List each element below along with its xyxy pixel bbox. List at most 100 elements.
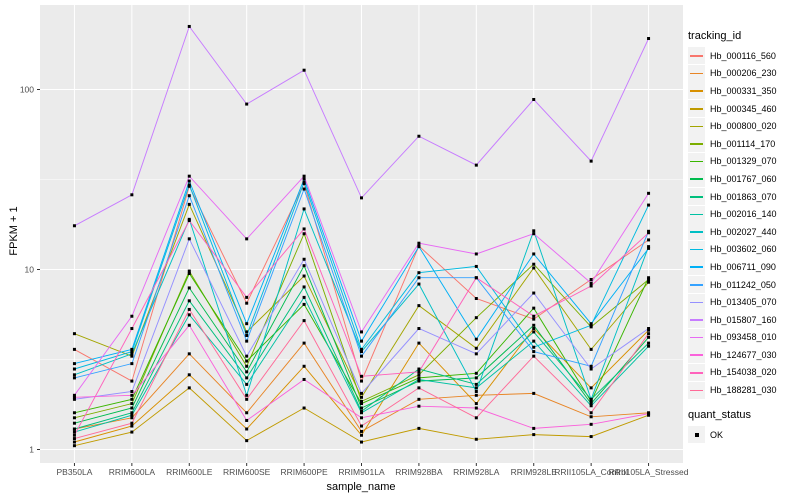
data-point: [532, 327, 536, 331]
data-point: [360, 395, 363, 399]
legend-key: [688, 205, 705, 223]
data-point: [245, 397, 249, 401]
data-point: [245, 330, 249, 334]
data-point: [130, 416, 134, 420]
legend-item: Hb_001114_170: [688, 135, 798, 153]
data-point: [532, 229, 536, 233]
data-point: [245, 237, 249, 241]
data-point: [417, 373, 421, 377]
data-point: [647, 37, 651, 41]
legend-item: Hb_001767_060: [688, 170, 798, 188]
data-point: [130, 352, 134, 356]
data-point: [187, 179, 191, 183]
data-point: [417, 386, 421, 390]
data-point: [72, 332, 76, 336]
data-point: [532, 345, 536, 349]
data-point: [589, 404, 593, 408]
data-point: [589, 364, 593, 368]
data-point: [130, 362, 134, 366]
legend-key: [688, 346, 705, 364]
legend-item-label: Hb_000800_020: [710, 121, 777, 132]
legend-key: [688, 64, 705, 82]
legend-item-label: Hb_093458_010: [710, 332, 777, 343]
data-point: [647, 203, 651, 207]
data-point: [187, 299, 191, 303]
data-point: [130, 314, 134, 318]
data-point: [589, 323, 593, 327]
data-point: [187, 194, 191, 198]
data-point: [360, 347, 363, 351]
legend-item-label: OK: [710, 429, 724, 440]
data-point: [589, 411, 593, 415]
data-point: [72, 395, 76, 399]
data-point: [245, 411, 249, 415]
legend-swatch-line: [690, 178, 703, 181]
data-point: [417, 426, 421, 430]
legend-item: Hb_002016_140: [688, 205, 798, 223]
legend-swatch-line: [690, 196, 703, 198]
legend-item: Hb_006711_090: [688, 258, 798, 276]
data-point: [130, 406, 134, 410]
legend: tracking_id Hb_000116_560 Hb_000206_230 Hb…: [688, 30, 798, 444]
legend-item: Hb_002027_440: [688, 223, 798, 241]
x-tick-label: RRIM928LA: [453, 467, 500, 477]
legend-key: [688, 328, 705, 346]
legend-item-label: Hb_000206_230: [710, 68, 777, 79]
data-point: [474, 346, 478, 350]
data-point: [360, 196, 363, 200]
legend-item: Hb_188281_030: [688, 381, 798, 399]
legend-item: Hb_000800_020: [688, 117, 798, 135]
data-point: [245, 393, 249, 397]
data-point: [360, 440, 363, 444]
data-point: [302, 264, 306, 268]
data-point: [187, 313, 191, 317]
data-point: [302, 257, 306, 261]
data-point: [474, 264, 478, 268]
x-tick-label: RRIM928BA: [395, 467, 443, 477]
legend-key: [688, 363, 705, 381]
data-point: [302, 232, 306, 236]
legend-swatch-line: [690, 301, 703, 304]
data-point: [589, 284, 593, 288]
data-point: [417, 327, 421, 331]
legend-item-label: Hb_013405_070: [710, 297, 777, 308]
y-tick-label: 1: [29, 445, 34, 455]
legend-swatch-line: [690, 231, 703, 233]
data-point: [302, 302, 306, 306]
data-point: [302, 174, 306, 178]
data-point: [187, 237, 191, 241]
data-point: [474, 276, 478, 280]
data-point: [245, 439, 249, 443]
legend-item-label: Hb_001767_060: [710, 173, 777, 184]
legend-item-label: Hb_001863_070: [710, 191, 777, 202]
data-point: [245, 376, 249, 380]
data-point: [532, 232, 536, 236]
data-point: [417, 404, 421, 408]
data-point: [130, 430, 134, 434]
legend-swatch-line: [690, 55, 703, 57]
data-point: [474, 416, 478, 420]
legend-swatch-line: [690, 336, 703, 339]
data-point: [245, 102, 249, 106]
legend-item-label: Hb_000116_560: [710, 50, 776, 61]
data-point: [589, 435, 593, 439]
data-point: [589, 367, 593, 371]
legend-swatch-line: [690, 248, 703, 251]
legend-swatch-line: [690, 125, 703, 128]
data-point: [474, 390, 478, 394]
legend-key: [688, 135, 705, 153]
data-point: [130, 347, 134, 351]
data-point: [245, 359, 249, 363]
data-point: [72, 376, 76, 380]
legend-swatch-line: [690, 90, 703, 93]
data-point: [647, 412, 651, 416]
legend-item-label: Hb_003602_060: [710, 244, 777, 255]
data-point: [417, 134, 421, 138]
data-point: [360, 429, 363, 433]
legend-item: Hb_003602_060: [688, 240, 798, 259]
legend-item-label: Hb_002027_440: [710, 226, 777, 237]
legend-key: [688, 240, 705, 258]
legend-key: [688, 426, 705, 444]
data-point: [417, 245, 421, 249]
data-point: [245, 333, 249, 337]
